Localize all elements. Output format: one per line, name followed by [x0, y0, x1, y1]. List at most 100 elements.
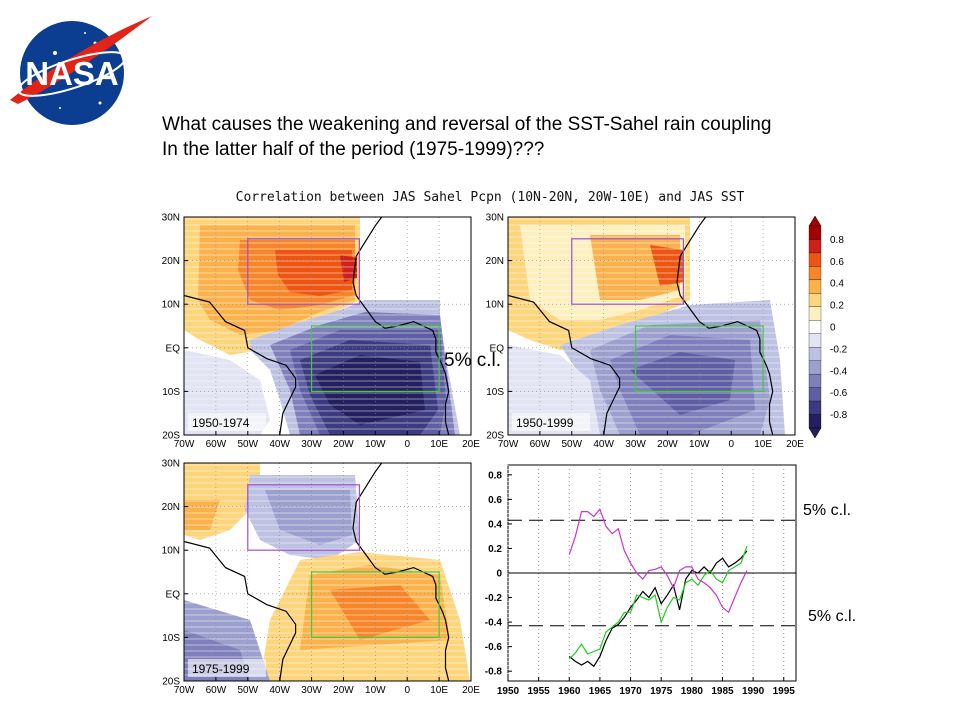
nasa-logo-text: NASA	[25, 55, 119, 92]
chart-x-tick-label: 1955	[528, 686, 551, 697]
map-lat-tick-label: 30N	[162, 213, 180, 224]
question-line-2: In the latter half of the period (1975-1…	[162, 139, 545, 160]
colorbar-tick-label: 0	[830, 323, 836, 334]
series-line-3	[568, 508, 748, 614]
map-lon-tick-label: 0	[728, 439, 734, 450]
map-lat-tick-label: EQ	[166, 343, 181, 354]
panel-label-bg	[188, 659, 266, 677]
colorbar-tick-label: 0.6	[830, 257, 844, 268]
map-lon-tick-label: 60W	[530, 439, 551, 450]
sahel-index-box	[571, 238, 684, 305]
map-lat-tick-label: 20S	[486, 431, 504, 442]
map-lat-tick-label: 10S	[162, 633, 180, 644]
chart-x-tick-label: 1985	[711, 686, 734, 697]
map-lon-tick-label: 10W	[365, 685, 386, 696]
chart-y-tick-label: -0.8	[485, 667, 503, 678]
map-lat-tick-label: 20N	[486, 256, 504, 267]
panel-label-bg	[188, 413, 266, 431]
map-lon-tick-label: 20W	[333, 685, 354, 696]
map-lon-tick-label: 60W	[206, 685, 227, 696]
map-lon-tick-label: 10E	[430, 439, 448, 450]
colorbar-tick-label: 0.4	[830, 279, 844, 290]
atlantic-index-box	[634, 325, 764, 393]
map-lon-tick-label: 70W	[498, 439, 519, 450]
map-lon-tick-label: 20E	[462, 685, 480, 696]
chart-y-tick-label: 0.4	[488, 519, 502, 530]
africa-coastline	[352, 462, 450, 682]
map-lon-tick-label: 20W	[333, 439, 354, 450]
chart-x-tick-label: 1995	[773, 686, 796, 697]
map-lon-tick-label: 50W	[237, 685, 258, 696]
map-lon-tick-label: 50W	[237, 439, 258, 450]
series-line-2	[568, 545, 748, 660]
map-lon-tick-label: 60W	[206, 439, 227, 450]
chart-x-tick-label: 1975	[650, 686, 673, 697]
south-america-coastline	[183, 540, 297, 682]
chart-x-tick-label: 1950	[497, 686, 520, 697]
colorbar-tick-label: 0.8	[830, 235, 844, 246]
chart-y-tick-label: -0.6	[485, 642, 503, 653]
panel-period-label: 1975-1999	[192, 662, 250, 676]
map-lat-tick-label: 30N	[486, 213, 504, 224]
map-lon-tick-label: 40W	[593, 439, 614, 450]
colorbar: 0.8 0.6 0.4 0.2 0 -0.2 -0.4 -0.6 -0.8	[808, 215, 848, 439]
map-frame	[507, 216, 796, 436]
map-lat-tick-label: 10N	[162, 546, 180, 557]
africa-coastline	[676, 216, 774, 436]
chart-y-tick-label: 0	[496, 569, 502, 580]
map-lon-tick-label: 10W	[365, 439, 386, 450]
map-frame	[183, 462, 472, 682]
figure-title: Correlation between JAS Sahel Pcpn (10N-…	[235, 190, 745, 205]
colorbar-tick-label: -0.4	[830, 366, 848, 377]
map-lat-tick-label: 20S	[162, 677, 180, 688]
map-lat-tick-label: 10S	[162, 387, 180, 398]
chart-x-tick-label: 1990	[742, 686, 765, 697]
ci-note-lower: 5% c.l.	[808, 608, 857, 625]
map-lat-tick-label: 10S	[486, 387, 504, 398]
map-lat-tick-label: EQ	[166, 589, 181, 600]
map-lat-tick-label: 30N	[162, 459, 180, 470]
map-lon-tick-label: 70W	[174, 685, 195, 696]
colorbar-lower-arrow	[808, 427, 822, 439]
chart-x-tick-label: 1970	[619, 686, 642, 697]
ci-note-upper: 5% c.l.	[803, 502, 852, 519]
chart-x-tick-label: 1965	[589, 686, 612, 697]
chart-x-tick-label: 1980	[681, 686, 704, 697]
map-lon-tick-label: 0	[404, 685, 410, 696]
map-lat-tick-label: EQ	[490, 343, 505, 354]
map-frame	[183, 216, 472, 436]
sahel-index-box	[247, 238, 360, 305]
panel-period-label: 1950-1999	[516, 416, 574, 430]
atlantic-index-box	[310, 325, 440, 393]
map-lat-tick-label: 20N	[162, 502, 180, 513]
map-lon-tick-label: 0	[404, 439, 410, 450]
map-lat-tick-label: 20S	[162, 431, 180, 442]
map-lon-tick-label: 10W	[689, 439, 710, 450]
map-lon-tick-label: 10E	[754, 439, 772, 450]
colorbar-tick-label: -0.8	[830, 410, 848, 421]
colorbar-tick-label: 0.2	[830, 301, 844, 312]
question-line-1: What causes the weakening and reversal o…	[162, 114, 772, 135]
map-lon-tick-label: 20E	[786, 439, 804, 450]
map-lat-tick-label: 10N	[162, 300, 180, 311]
sahel-index-box	[247, 484, 360, 551]
map-lon-tick-label: 30W	[301, 685, 322, 696]
chart-y-tick-label: -0.4	[485, 618, 503, 629]
chart-y-tick-label: 0.6	[488, 495, 502, 506]
map-lon-tick-label: 10E	[430, 685, 448, 696]
panel-period-label: 1950-1974	[192, 416, 250, 430]
series-line-1	[568, 550, 748, 668]
map-lon-tick-label: 40W	[269, 685, 290, 696]
map-lon-tick-label: 20W	[657, 439, 678, 450]
panel-label-bg	[512, 413, 590, 431]
map-lon-tick-label: 70W	[174, 439, 195, 450]
map-lon-tick-label: 30W	[625, 439, 646, 450]
map-lon-tick-label: 40W	[269, 439, 290, 450]
chart-x-tick-label: 1960	[558, 686, 581, 697]
chart-y-tick-label: 0.2	[488, 544, 502, 555]
